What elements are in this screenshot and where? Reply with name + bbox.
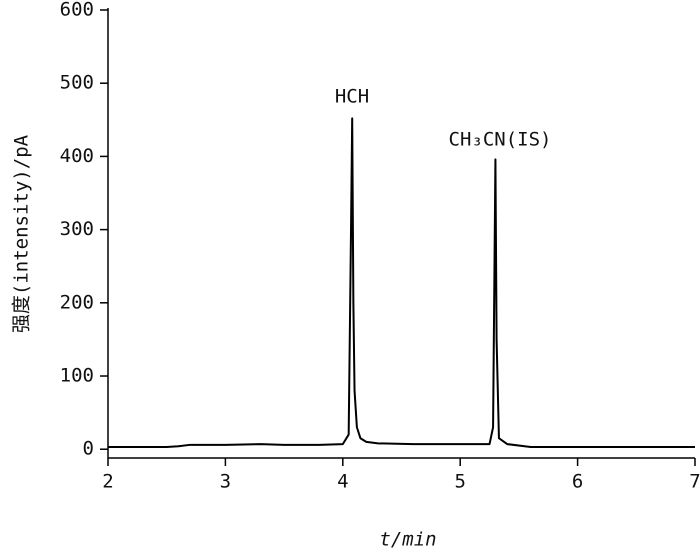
y-tick-label: 0 — [83, 438, 94, 460]
x-axis-label: t/min — [379, 529, 436, 551]
annotation: CH₃CN(IS) — [449, 129, 552, 151]
y-axis-label: 强度(intensity)/pA — [11, 134, 33, 333]
y-tick-label: 300 — [60, 218, 94, 240]
y-tick-label: 500 — [60, 72, 94, 94]
line — [108, 117, 695, 449]
x-tick-label: 7 — [689, 471, 700, 493]
x-tick-label: 4 — [337, 471, 348, 493]
x-tick-label: 6 — [572, 471, 583, 493]
y-tick-label: 400 — [60, 145, 94, 167]
annotation: HCH — [335, 86, 369, 108]
x-tick-label: 2 — [102, 471, 113, 493]
x-tick-label: 3 — [220, 471, 231, 493]
x-tick-label: 5 — [454, 471, 465, 493]
y-tick-label: 100 — [60, 365, 94, 387]
y-tick-label: 600 — [60, 0, 94, 21]
y-tick-label: 200 — [60, 291, 94, 313]
